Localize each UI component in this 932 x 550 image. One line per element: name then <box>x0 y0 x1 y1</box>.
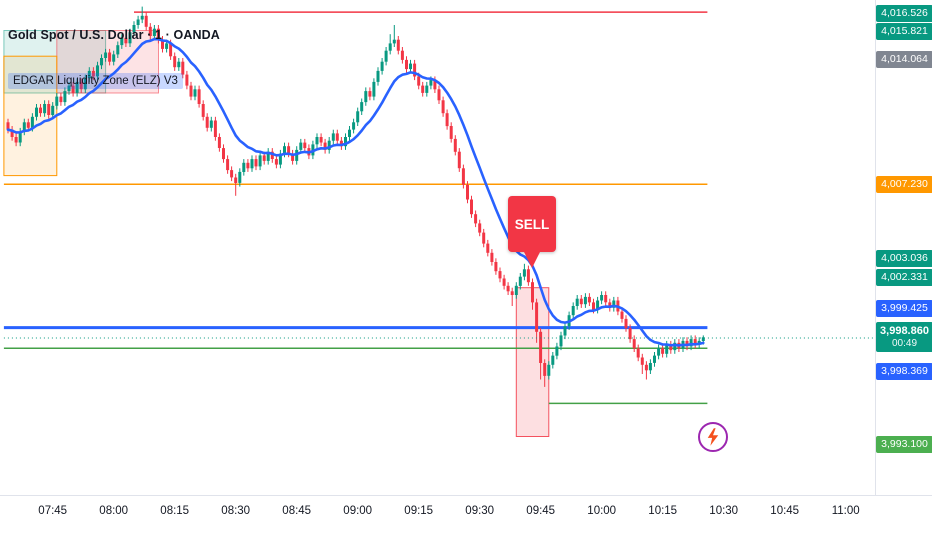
time-label: 09:45 <box>526 505 556 517</box>
price-label-badge: 4,002.331 <box>876 268 932 286</box>
price-label-badge: 3,998.369 <box>876 362 932 380</box>
time-axis[interactable]: 07:45 08:00 08:15 08:30 08:45 09:00 09:15 09:30… <box>0 495 932 550</box>
price-label-badge: 3,999.425 <box>876 299 932 317</box>
time-label: 09:00 <box>343 505 373 517</box>
bar-countdown: 00:49 <box>891 338 918 349</box>
symbol-title[interactable]: Gold Spot / U.S. Dollar · 1 · OANDA <box>8 28 220 42</box>
price-axis[interactable]: 3,998.860 00:49 4,016.526 4,015.821 4,014.… <box>875 0 932 495</box>
price-label-badge: 3,993.100 <box>876 435 932 453</box>
lightning-bolt-icon <box>707 428 719 446</box>
time-label: 10:30 <box>709 505 739 517</box>
supply-zone-teal <box>3 30 107 94</box>
lightning-indicator-button[interactable] <box>698 422 728 452</box>
candlestick-canvas[interactable] <box>0 0 875 495</box>
time-label: 07:45 <box>38 505 68 517</box>
demand-zone-orange <box>3 55 58 177</box>
candles <box>6 6 705 387</box>
current-price-value: 3,998.860 <box>880 325 929 337</box>
sell-signal-label: SELL <box>514 216 550 232</box>
time-label: 08:45 <box>282 505 312 517</box>
price-label-badge: 4,007.230 <box>876 175 932 193</box>
supply-zone-red <box>56 30 159 94</box>
time-label: 08:15 <box>160 505 190 517</box>
ma-line <box>6 37 705 347</box>
time-label: 10:45 <box>770 505 800 517</box>
time-label: 09:15 <box>404 505 434 517</box>
current-price-badge: 3,998.860 00:49 <box>876 322 932 352</box>
time-label: 09:30 <box>465 505 495 517</box>
time-label: 10:00 <box>587 505 617 517</box>
indicator-legend[interactable]: EDGAR Liquidity Zone (ELZ) V3 <box>8 73 183 89</box>
sell-signal-badge: SELL <box>508 196 556 268</box>
price-label-badge: 4,014.064 <box>876 50 932 68</box>
time-label: 11:00 <box>831 505 860 517</box>
chart-legend: Gold Spot / U.S. Dollar · 1 · OANDA EDGA… <box>8 28 220 89</box>
price-label-badge: 4,003.036 <box>876 249 932 267</box>
time-label: 08:30 <box>221 505 251 517</box>
sell-zone <box>515 287 550 438</box>
time-label: 08:00 <box>99 505 129 517</box>
price-label-badge: 4,016.526 <box>876 4 932 22</box>
time-label: 10:15 <box>648 505 678 517</box>
price-label-badge: 4,015.821 <box>876 22 932 40</box>
